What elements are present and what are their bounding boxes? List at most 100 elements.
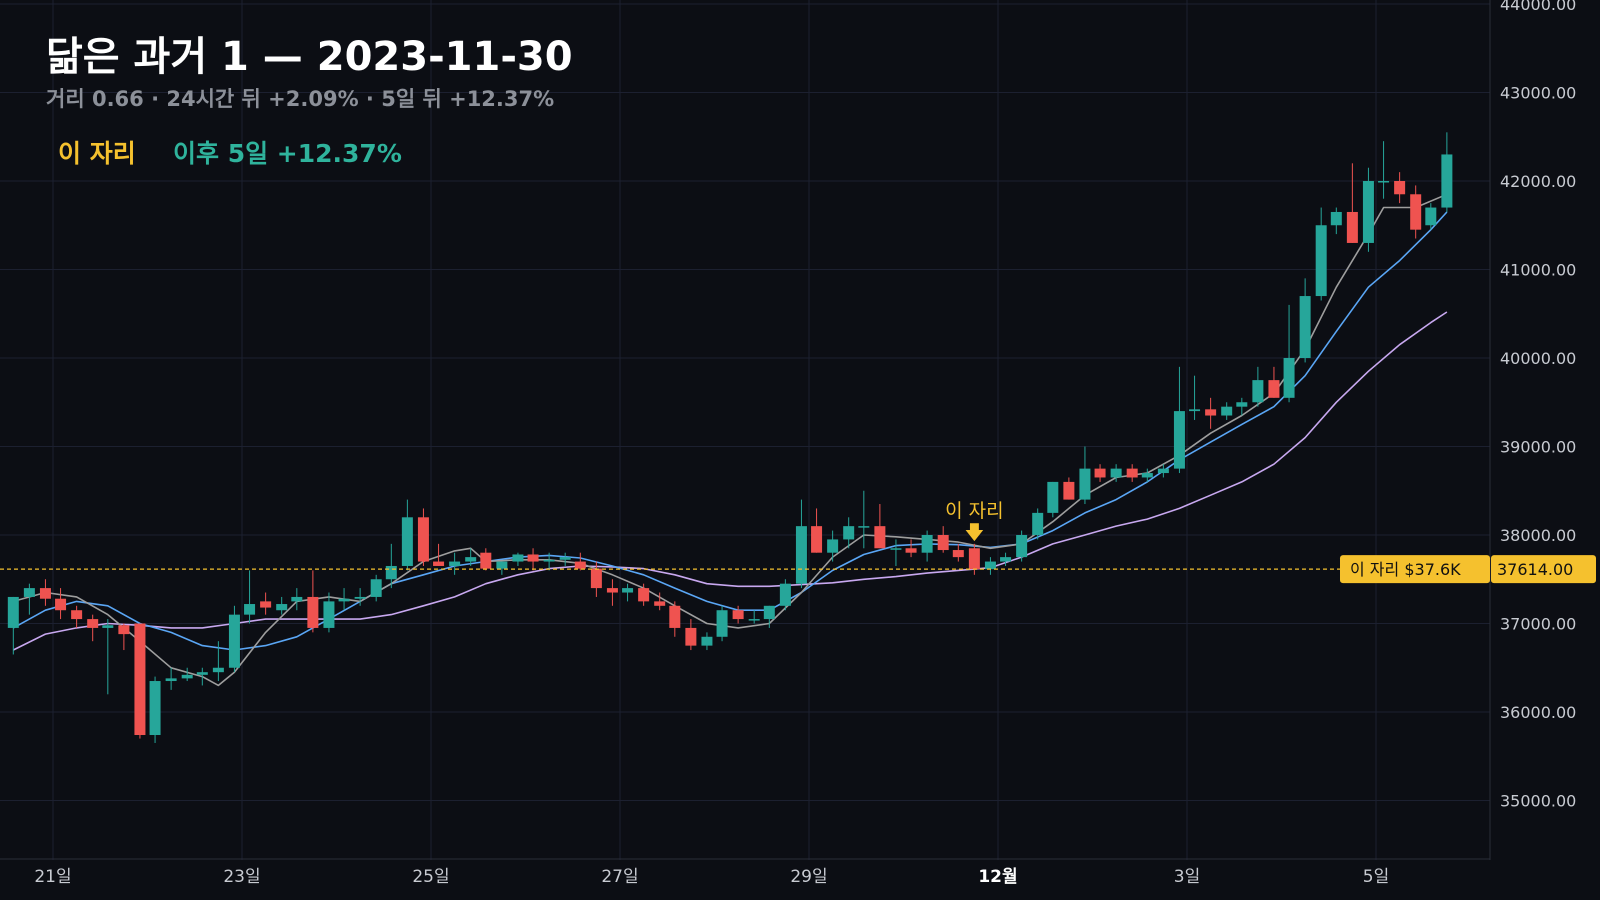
reference-price-text: 37614.00 xyxy=(1497,560,1573,579)
candle-body xyxy=(1410,194,1422,230)
candle-body xyxy=(574,561,586,569)
candle-body xyxy=(779,583,791,606)
candle-body xyxy=(39,588,51,599)
candle-body xyxy=(496,561,508,569)
chart-grid xyxy=(0,0,1490,860)
candle xyxy=(1157,464,1169,478)
candle xyxy=(417,508,429,566)
candle xyxy=(39,579,51,606)
candle-body xyxy=(338,598,350,602)
reference-tag-box xyxy=(1340,555,1490,584)
candle-body xyxy=(937,535,949,551)
candle-body xyxy=(606,588,618,593)
candles xyxy=(7,132,1453,743)
candle xyxy=(779,579,791,611)
candle-body xyxy=(7,596,19,628)
candle-body xyxy=(654,601,666,606)
candle xyxy=(890,539,902,566)
candle-body xyxy=(669,605,681,628)
candle-body xyxy=(323,601,335,628)
candle xyxy=(71,605,83,628)
candle-body xyxy=(543,559,555,562)
candle-body xyxy=(921,535,933,553)
candle xyxy=(212,641,224,682)
candle-body xyxy=(795,526,807,584)
candle-body xyxy=(1094,468,1106,478)
candle-body xyxy=(1425,207,1437,226)
candle xyxy=(874,504,886,549)
candle xyxy=(181,667,193,682)
candle xyxy=(1126,464,1138,482)
marker-label: 이 자리 xyxy=(945,500,1003,522)
candle-body xyxy=(590,568,602,589)
candle xyxy=(276,596,288,615)
y-tick-label: 42000.00 xyxy=(1500,172,1576,191)
moving-averages xyxy=(12,193,1448,687)
candle xyxy=(669,601,681,637)
candle xyxy=(858,490,870,549)
candle-body xyxy=(732,610,744,620)
candle-body xyxy=(968,548,980,570)
candle-body xyxy=(1063,481,1075,500)
candle xyxy=(905,539,917,558)
candle-body xyxy=(638,588,650,602)
candle-body xyxy=(811,526,823,553)
candle xyxy=(118,623,130,651)
candle-body xyxy=(1110,468,1122,478)
candle xyxy=(102,619,114,695)
candle xyxy=(527,548,539,571)
x-tick-label: 25일 xyxy=(412,867,449,887)
candle xyxy=(7,596,19,655)
candle xyxy=(1000,552,1012,566)
candle xyxy=(590,561,602,597)
candle-body xyxy=(622,588,634,593)
candle xyxy=(465,548,477,566)
candle xyxy=(1410,185,1422,239)
reference-tag: 이 자리 $37.6K xyxy=(1340,555,1490,584)
candle-body xyxy=(984,561,996,570)
candle-body xyxy=(905,548,917,553)
candle-body xyxy=(276,604,288,611)
candle-body xyxy=(858,526,870,528)
candle xyxy=(606,579,618,606)
candle xyxy=(323,592,335,633)
candle xyxy=(1189,375,1201,420)
chart-title: 닮은 과거 1 — 2023-11-30 xyxy=(46,34,573,80)
candle-body xyxy=(512,554,524,562)
candle-body xyxy=(874,526,886,549)
candle-body xyxy=(149,681,161,736)
candle xyxy=(196,667,208,686)
candle-body xyxy=(1079,468,1091,500)
candle xyxy=(827,530,839,562)
candle xyxy=(574,552,586,571)
ma-fast-line xyxy=(13,193,1448,687)
candle-body xyxy=(1268,380,1280,398)
candle xyxy=(921,530,933,562)
candle-body xyxy=(212,667,224,673)
candle-body xyxy=(370,579,382,597)
reference-tag-text: 이 자리 $37.6K xyxy=(1350,560,1461,579)
candle-body xyxy=(763,605,775,620)
candle-body xyxy=(1346,211,1358,243)
candle-body xyxy=(1173,411,1185,469)
candle xyxy=(1362,167,1374,252)
candle-body xyxy=(1157,468,1169,474)
candle xyxy=(1110,464,1122,482)
candle xyxy=(385,543,397,589)
candle xyxy=(338,588,350,611)
candle-body xyxy=(1330,211,1342,226)
candle-body xyxy=(1032,512,1044,535)
candle xyxy=(1016,530,1028,562)
candle xyxy=(843,517,855,549)
candle-body xyxy=(417,517,429,562)
candle-body xyxy=(559,557,571,560)
y-tick-label: 38000.00 xyxy=(1500,526,1576,545)
candle-body xyxy=(843,526,855,540)
highlight-label: 이 자리 xyxy=(58,139,136,168)
reference-price-box xyxy=(1491,555,1596,584)
candle-body xyxy=(385,565,397,580)
candle xyxy=(732,605,744,624)
candle-body xyxy=(401,517,413,566)
candle xyxy=(354,588,366,606)
